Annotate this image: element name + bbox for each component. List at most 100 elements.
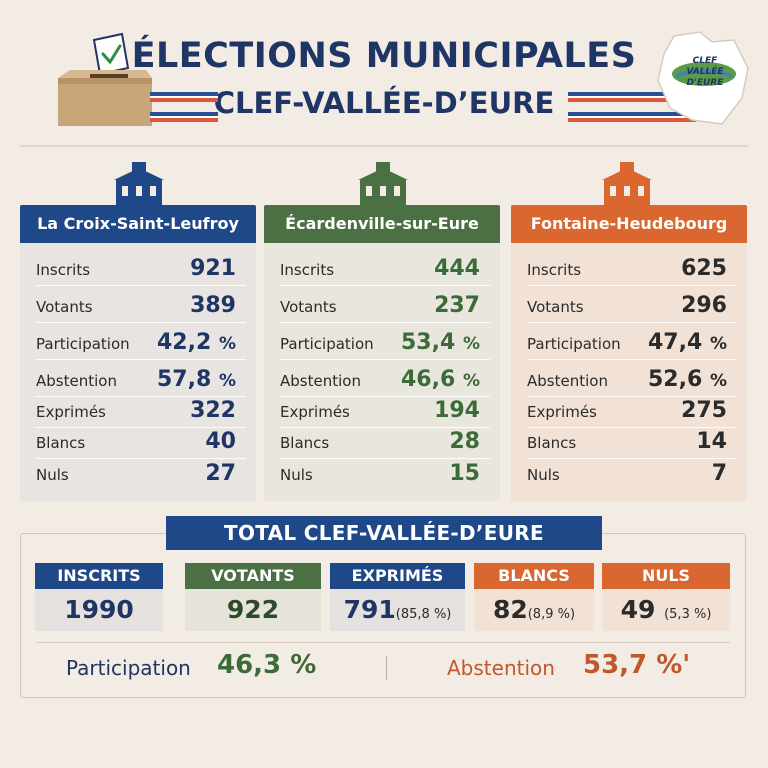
stat-row-nuls: Nuls 15 [280, 459, 490, 490]
total-value: 791(85,8 %) [330, 589, 465, 631]
stat-unit: % [462, 371, 480, 391]
stat-row-participation: Participation 47,4 % [527, 323, 737, 360]
total-abstention-label: Abstention [447, 656, 555, 680]
right-stripes [568, 92, 696, 102]
stat-value: 15 [449, 461, 480, 486]
stat-value: 921 [190, 256, 236, 281]
total-blancs: BLANCS 82(8,9 %) [474, 563, 594, 631]
stat-unit: % [709, 334, 727, 354]
right-stripes-2 [568, 112, 696, 122]
stat-value: 46,6 % [401, 367, 480, 392]
stat-unit: % [218, 371, 236, 391]
logo-line-2: VALLÉE D'EURE [686, 67, 724, 88]
left-stripes [150, 92, 218, 102]
stat-label: Nuls [280, 466, 313, 484]
stat-row-nuls: Nuls 27 [36, 459, 246, 490]
total-number: 82 [492, 595, 528, 624]
stat-label: Blancs [527, 434, 577, 452]
stat-number: 53,4 [401, 330, 456, 355]
stat-label: Abstention [527, 372, 608, 390]
commune-logo [657, 31, 749, 125]
total-number: 791 [343, 595, 396, 624]
town-hall-icon-green [358, 162, 408, 208]
stat-label: Blancs [36, 434, 86, 452]
stat-value: 52,6 % [648, 367, 727, 392]
commune-card-ecardenville: Écardenville-sur-Eure Inscrits 444 Votant… [264, 205, 500, 501]
total-participation-label: Participation [66, 656, 191, 680]
stat-row-votants: Votants 296 [527, 286, 737, 323]
logo-text: CLEF VALLÉE D'EURE [670, 56, 740, 89]
page-subtitle: CLEF-VALLÉE-D’EURE [213, 86, 555, 120]
stat-label: Votants [36, 298, 93, 316]
stat-value: 389 [190, 293, 236, 318]
total-label: NULS [602, 563, 730, 589]
stat-row-exprimes: Exprimés 275 [527, 397, 737, 428]
total-percent: (5,3 %) [664, 607, 712, 622]
stat-value: 47,4 % [648, 330, 727, 355]
stat-unit: % [709, 371, 727, 391]
stat-label: Nuls [527, 466, 560, 484]
stat-number: 47,4 [648, 330, 703, 355]
stat-label: Abstention [36, 372, 117, 390]
stat-label: Inscrits [36, 261, 91, 279]
total-value: 82(8,9 %) [474, 589, 594, 631]
stat-row-blancs: Blancs 40 [36, 428, 246, 459]
stat-label: Participation [527, 335, 621, 353]
town-hall-icon-blue [114, 162, 164, 208]
total-value: 1990 [35, 589, 163, 631]
stat-number: 46,6 [401, 367, 456, 392]
total-votants: VOTANTS 922 [185, 563, 321, 631]
stat-label: Participation [36, 335, 130, 353]
total-inscrits: INSCRITS 1990 [35, 563, 163, 631]
stat-label: Nuls [36, 466, 69, 484]
stat-label: Blancs [280, 434, 330, 452]
stat-number: 52,6 [648, 367, 703, 392]
total-percent: (85,8 %) [395, 607, 452, 622]
commune-card-la-croix: La Croix-Saint-Leufroy Inscrits 921 Votan… [20, 205, 256, 501]
stat-row-votants: Votants 237 [280, 286, 490, 323]
stat-unit: % [462, 334, 480, 354]
total-label: BLANCS [474, 563, 594, 589]
commune-name: Fontaine-Heudebourg [511, 205, 747, 243]
total-exprimes: EXPRIMÉS 791(85,8 %) [330, 563, 465, 631]
stat-row-abstention: Abstention 52,6 % [527, 360, 737, 397]
total-number: 49 [620, 595, 656, 624]
total-label: VOTANTS [185, 563, 321, 589]
stat-value: 444 [434, 256, 480, 281]
town-hall-icon-orange [602, 162, 652, 208]
stat-value: 42,2 % [157, 330, 236, 355]
stat-row-exprimes: Exprimés 322 [36, 397, 246, 428]
stat-value: 53,4 % [401, 330, 480, 355]
stat-row-abstention: Abstention 57,8 % [36, 360, 246, 397]
stat-number: 42,2 [157, 330, 212, 355]
stat-number: 57,8 [157, 367, 212, 392]
stat-label: Abstention [280, 372, 361, 390]
stat-value: 296 [681, 293, 727, 318]
total-value: 49 (5,3 %) [602, 589, 730, 631]
stat-row-inscrits: Inscrits 921 [36, 249, 246, 286]
stat-row-inscrits: Inscrits 444 [280, 249, 490, 286]
commune-name: La Croix-Saint-Leufroy [20, 205, 256, 243]
total-value: 922 [185, 589, 321, 631]
stat-label: Exprimés [36, 403, 106, 421]
stat-label: Inscrits [527, 261, 582, 279]
stat-value: 275 [681, 398, 727, 423]
stat-value: 14 [696, 429, 727, 454]
stat-unit: % [218, 334, 236, 354]
stat-value: 194 [434, 398, 480, 423]
stat-value: 40 [205, 429, 236, 454]
total-label: EXPRIMÉS [330, 563, 465, 589]
stat-label: Exprimés [527, 403, 597, 421]
total-divider [36, 642, 730, 643]
stat-label: Votants [280, 298, 337, 316]
page-title: ÉLECTIONS MUNICIPALES [131, 36, 637, 76]
stat-row-exprimes: Exprimés 194 [280, 397, 490, 428]
stat-label: Inscrits [280, 261, 335, 279]
stat-value: 57,8 % [157, 367, 236, 392]
total-percent: (8,9 %) [527, 607, 576, 622]
total-label: INSCRITS [35, 563, 163, 589]
stat-row-votants: Votants 389 [36, 286, 246, 323]
stat-row-nuls: Nuls 7 [527, 459, 737, 490]
stat-row-abstention: Abstention 46,6 % [280, 360, 490, 397]
